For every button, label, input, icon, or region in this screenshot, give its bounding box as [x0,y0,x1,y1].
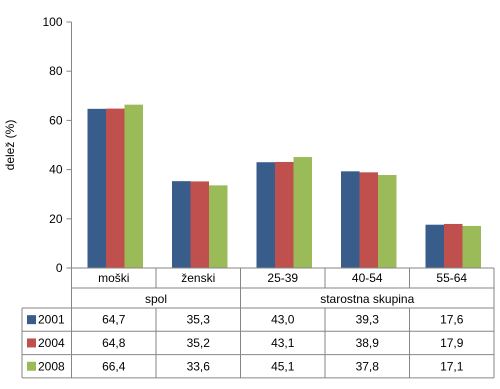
bar-2004-5 [444,223,463,268]
bar-2008-2 [209,185,228,268]
legend-key-2004 [27,338,36,348]
table-cell: 38,9 [356,336,380,350]
y-axis: 0 20 40 60 80 100 [42,15,72,275]
table-cell: 66,4 [102,359,126,373]
bar-2001-3 [256,162,275,268]
table-cell: 17,1 [440,359,464,373]
group-label: spol [145,292,167,306]
legend-label: 2004 [38,336,65,350]
x-tick-label: 25-39 [267,271,298,285]
table-cell: 33,6 [187,359,211,373]
bar-2001-4 [341,171,360,268]
table-cell: 17,6 [440,313,464,327]
legend-label: 2008 [38,359,65,373]
bars [87,104,481,268]
bar-2001-1 [87,108,106,268]
bar-2008-1 [124,104,143,268]
data-table: moški ženski 25-39 40-54 55-64 spol starostna … [21,268,495,379]
table-cell: 37,8 [356,359,380,373]
table-cell: 43,1 [271,336,295,350]
bar-2001-2 [172,181,191,268]
x-tick-label: ženski [181,271,215,285]
y-tick-label: 60 [49,113,63,127]
y-tick-label: 20 [49,212,63,226]
bar-2008-3 [293,157,312,268]
bar-2008-5 [462,225,481,268]
bar-2004-3 [275,161,294,268]
bar-2004-1 [106,108,125,268]
y-tick-label: 80 [49,64,63,78]
table-cell: 35,3 [187,313,211,327]
bar-2004-4 [359,172,378,268]
table-cell: 35,2 [187,336,211,350]
y-tick-label: 0 [56,261,63,275]
legend-key-2008 [27,361,36,371]
table-cell: 45,1 [271,359,295,373]
x-tick-label: moški [98,271,129,285]
table-cell: 64,7 [102,313,126,327]
x-tick-label: 40-54 [352,271,383,285]
y-axis-title: delež (%) [3,120,17,171]
table-cell: 39,3 [356,313,380,327]
table-cell: 17,9 [440,336,464,350]
bar-2004-2 [190,181,209,268]
legend-label: 2001 [38,313,65,327]
legend-key-2001 [27,315,36,325]
bar-2008-4 [378,175,397,268]
group-label: starostna skupina [320,292,414,306]
y-tick-label: 100 [42,15,62,29]
x-tick-label: 55-64 [436,271,467,285]
table-cell: 43,0 [271,313,295,327]
table-cell: 64,8 [102,336,126,350]
bar-2001-5 [425,224,444,268]
y-tick-label: 40 [49,163,63,177]
